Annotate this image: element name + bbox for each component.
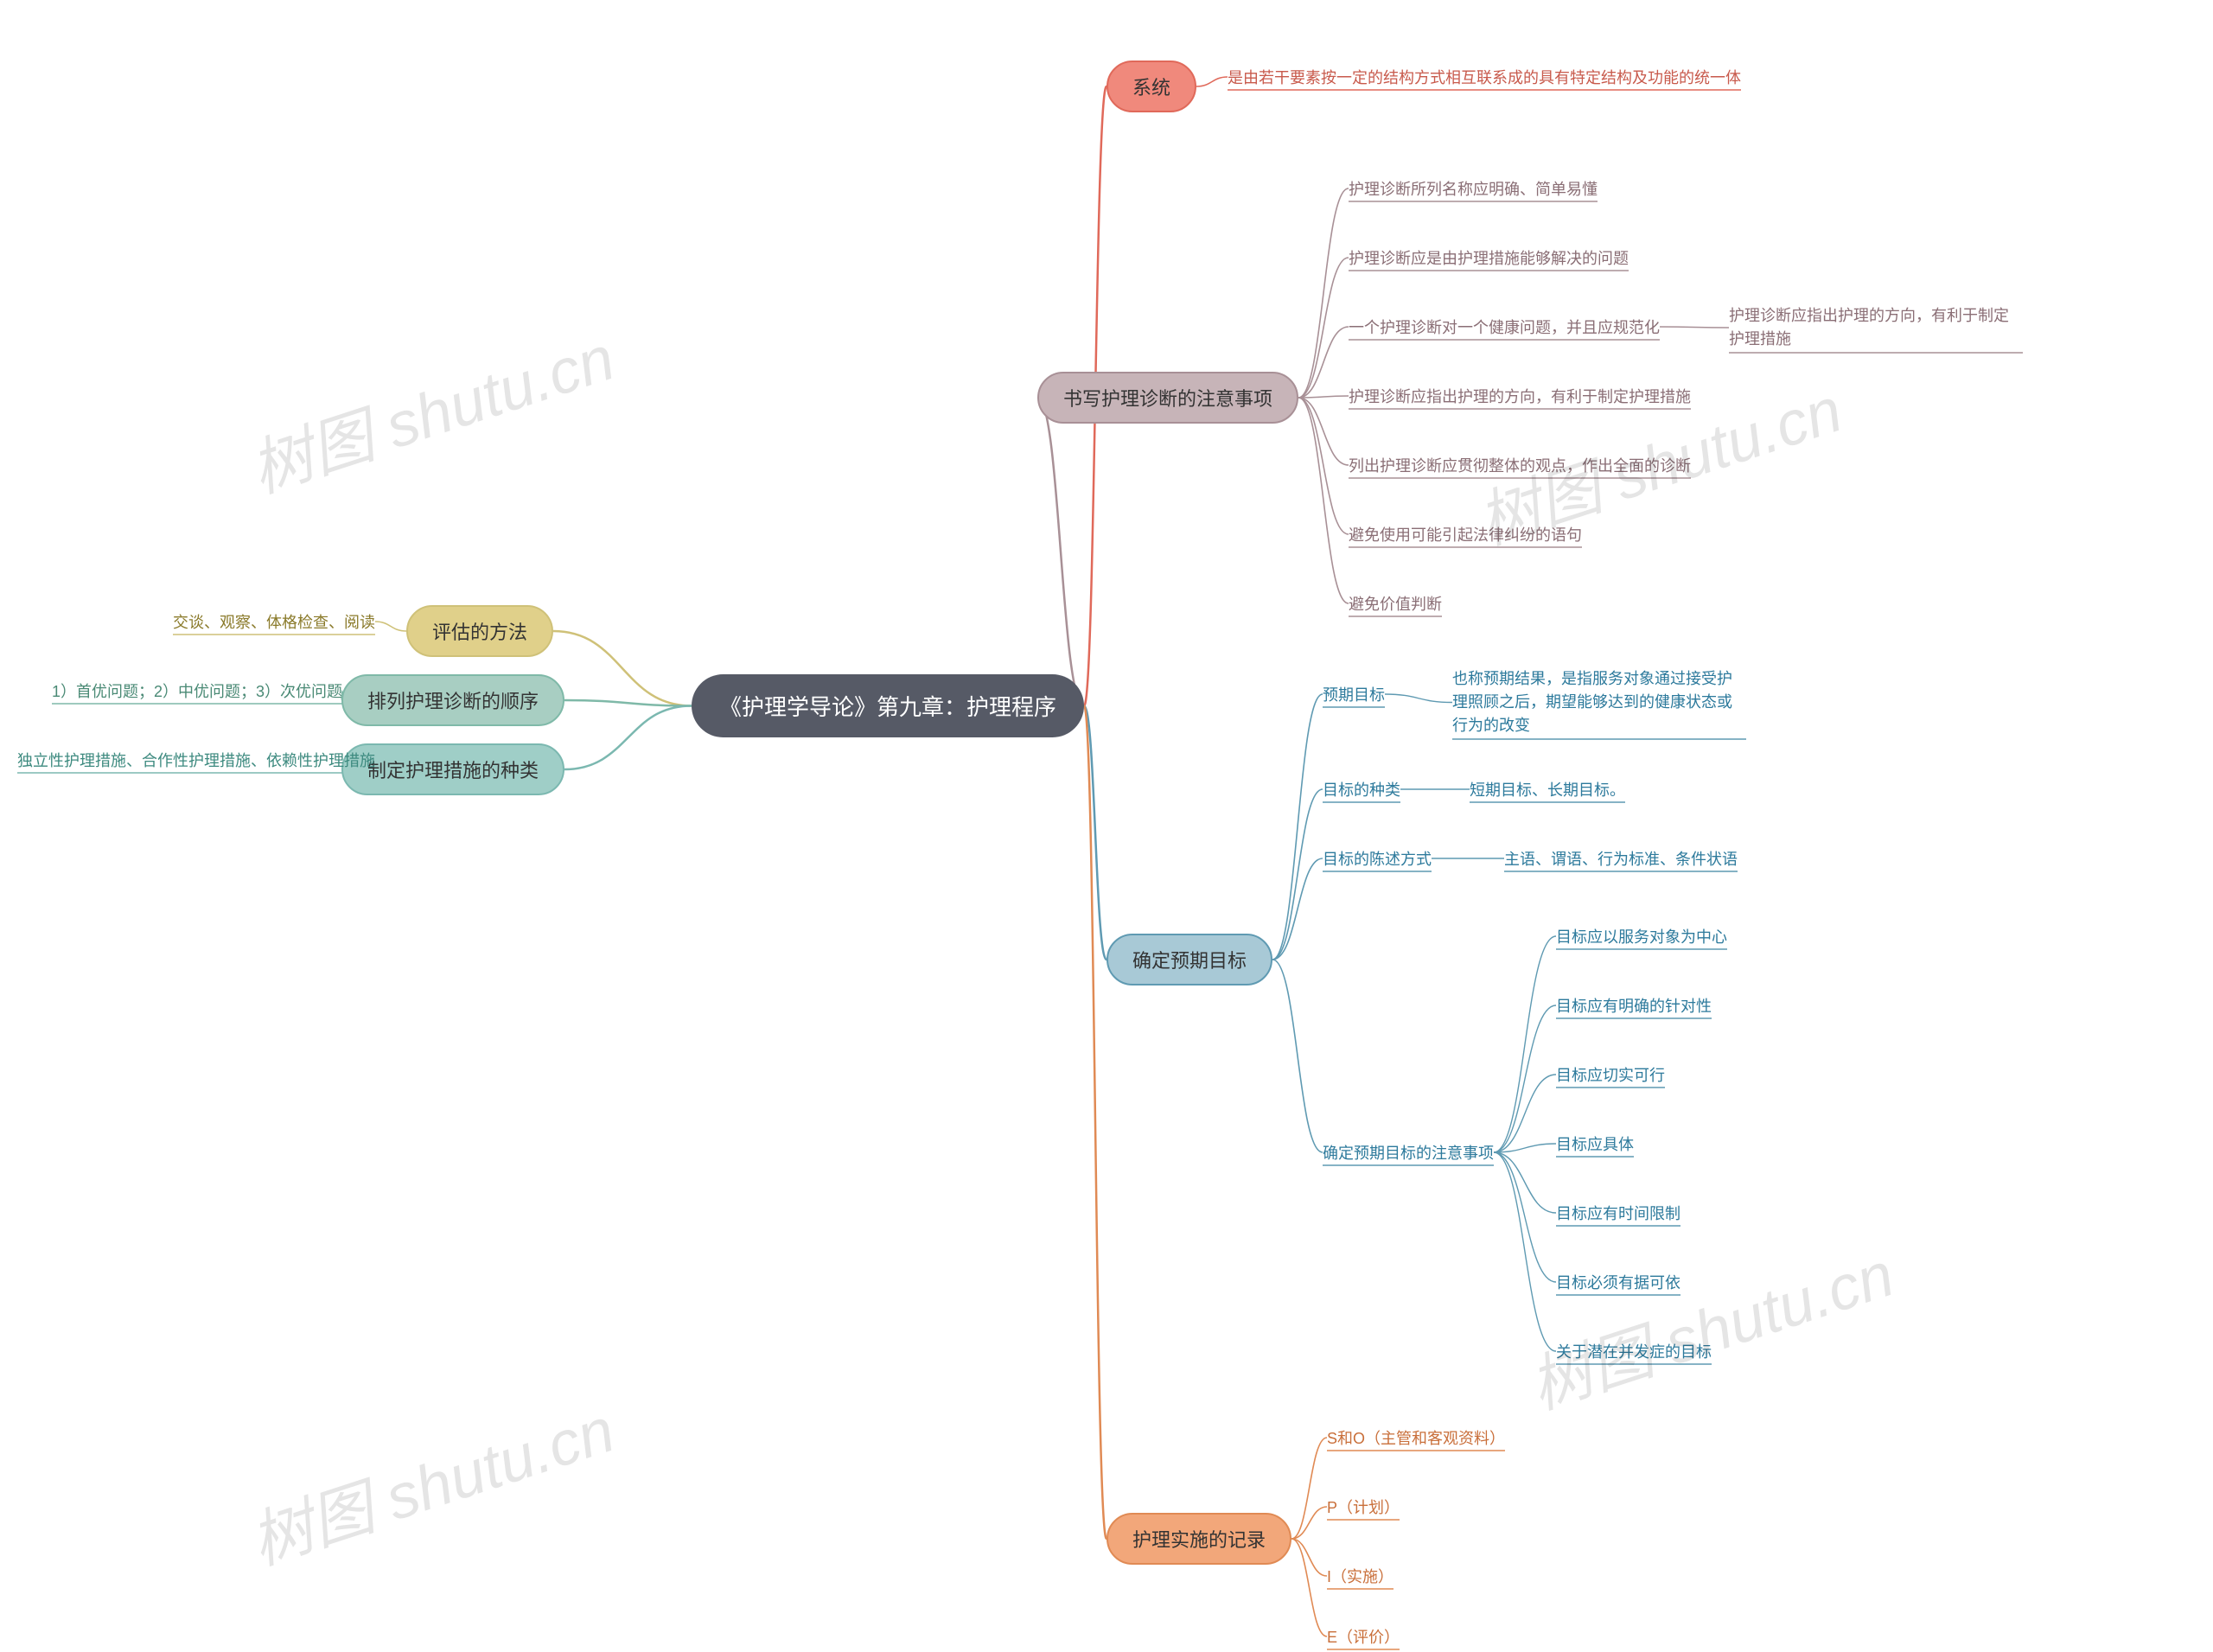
leaf-node[interactable]: 护理诊断应是由护理措施能够解决的问题 (1349, 246, 1629, 269)
leaf-node[interactable]: 避免使用可能引起法律纠纷的语句 (1349, 523, 1582, 545)
edge-layer (0, 0, 2213, 1652)
watermark: 树图 shutu.cn (1516, 1223, 1903, 1426)
leaf-node[interactable]: 短期目标、长期目标。 (1470, 778, 1625, 800)
leaf-node[interactable]: 目标应有时间限制 (1556, 1202, 1680, 1224)
leaf-node[interactable]: 护理诊断应指出护理的方向，有利于制定护理措施 (1349, 385, 1691, 407)
leaf-node[interactable]: 主语、谓语、行为标准、条件状语 (1504, 847, 1738, 870)
leaf-node[interactable]: 列出护理诊断应贯彻整体的观点，作出全面的诊断 (1349, 454, 1691, 476)
leaf-node[interactable]: 1）首优问题；2）中优问题；3）次优问题 (52, 679, 342, 702)
leaf-node[interactable]: 确定预期目标的注意事项 (1323, 1141, 1494, 1164)
leaf-node[interactable]: 护理诊断所列名称应明确、简单易懂 (1349, 177, 1598, 200)
leaf-node[interactable]: 目标的陈述方式 (1323, 847, 1432, 870)
branch-impl[interactable]: 护理实施的记录 (1106, 1513, 1291, 1565)
leaf-node[interactable]: 目标必须有据可依 (1556, 1271, 1680, 1293)
leaf-node[interactable]: P（计划） (1327, 1496, 1400, 1518)
leaf-node[interactable]: 关于潜在并发症的目标 (1556, 1340, 1712, 1362)
leaf-node[interactable]: 目标应以服务对象为中心 (1556, 925, 1727, 947)
leaf-node[interactable]: S和O（主管和客观资料） (1327, 1426, 1505, 1449)
branch-goal[interactable]: 确定预期目标 (1106, 934, 1272, 985)
leaf-node[interactable]: E（评价） (1327, 1625, 1400, 1648)
branch-diag[interactable]: 书写护理诊断的注意事项 (1037, 372, 1298, 424)
leaf-node[interactable]: 独立性护理措施、合作性护理措施、依赖性护理措施 (17, 749, 375, 771)
leaf-node[interactable]: I（实施） (1327, 1565, 1393, 1587)
watermark: 树图 shutu.cn (237, 1379, 623, 1582)
leaf-node[interactable]: 目标应具体 (1556, 1132, 1634, 1155)
branch-assess[interactable]: 评估的方法 (406, 605, 553, 657)
leaf-node[interactable]: 是由若干要素按一定的结构方式相互联系成的具有特定结构及功能的统一体 (1228, 66, 1741, 88)
leaf-node[interactable]: 目标应有明确的针对性 (1556, 994, 1712, 1017)
leaf-node[interactable]: 避免价值判断 (1349, 592, 1442, 615)
branch-order[interactable]: 排列护理诊断的顺序 (341, 674, 564, 726)
leaf-node[interactable]: 也称预期结果，是指服务对象通过接受护理照顾之后，期望能够达到的健康状态或行为的改… (1452, 667, 1746, 737)
leaf-node[interactable]: 目标的种类 (1323, 778, 1400, 800)
leaf-node[interactable]: 护理诊断应指出护理的方向，有利于制定护理措施 (1729, 304, 2023, 351)
leaf-node[interactable]: 预期目标 (1323, 683, 1385, 705)
root-node[interactable]: 《护理学导论》第九章：护理程序 (692, 674, 1084, 737)
watermark: 树图 shutu.cn (237, 307, 623, 510)
leaf-node[interactable]: 一个护理诊断对一个健康问题，并且应规范化 (1349, 316, 1660, 338)
branch-sys[interactable]: 系统 (1106, 61, 1196, 112)
leaf-node[interactable]: 目标应切实可行 (1556, 1063, 1665, 1086)
leaf-node[interactable]: 交谈、观察、体格检查、阅读 (173, 610, 375, 633)
